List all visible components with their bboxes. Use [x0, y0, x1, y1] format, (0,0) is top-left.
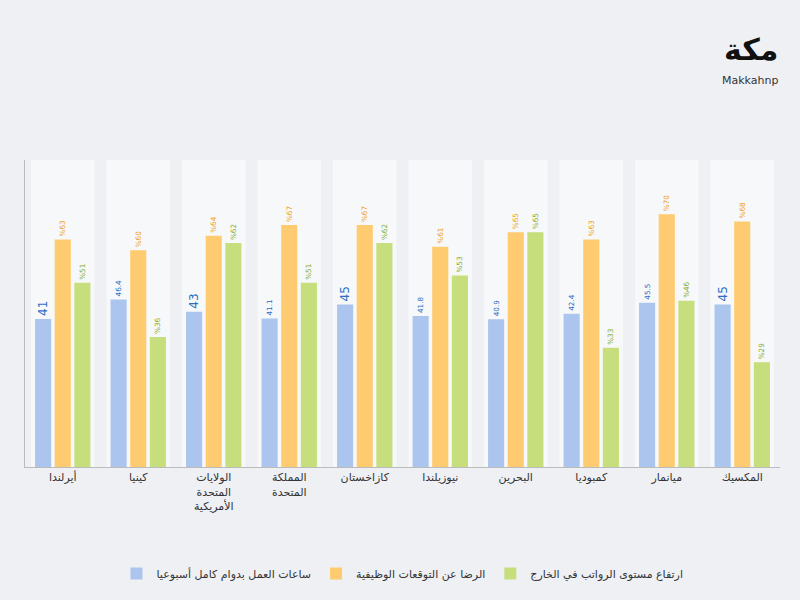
svg-text:%33: %33	[606, 328, 615, 344]
svg-text:نيوزيلندا: نيوزيلندا	[422, 471, 458, 484]
svg-text:الرضا عن التوقعات الوظيفية: الرضا عن التوقعات الوظيفية	[356, 568, 485, 581]
svg-text:%65: %65	[511, 213, 520, 229]
svg-text:البحرين: البحرين	[499, 471, 533, 484]
svg-text:المملكةالمتحدة: المملكةالمتحدة	[272, 471, 307, 498]
svg-text:%53: %53	[455, 256, 464, 272]
svg-text:كازاخستان: كازاخستان	[341, 471, 390, 484]
svg-text:%60: %60	[134, 231, 143, 247]
svg-text:الولاياتالمتحدةالأمريكية: الولاياتالمتحدةالأمريكية	[194, 471, 234, 513]
svg-text:المكسيك: المكسيك	[722, 471, 763, 484]
svg-text:%62: %62	[229, 224, 238, 240]
svg-text:%67: %67	[360, 206, 369, 222]
svg-text:%46: %46	[682, 281, 691, 297]
svg-text:45: 45	[716, 286, 730, 301]
svg-text:ارتفاع مستوى الرواتب في الخارج: ارتفاع مستوى الرواتب في الخارج	[530, 568, 683, 581]
svg-text:45.5: 45.5	[643, 284, 652, 300]
svg-text:أيرلندا: أيرلندا	[49, 470, 77, 484]
svg-text:%70: %70	[662, 195, 671, 211]
svg-text:%61: %61	[436, 228, 445, 244]
svg-text:%63: %63	[58, 220, 67, 236]
svg-text:41.1: 41.1	[265, 299, 274, 315]
svg-text:41.8: 41.8	[416, 297, 425, 313]
svg-text:%65: %65	[531, 213, 540, 229]
svg-text:46.4: 46.4	[114, 280, 123, 296]
svg-text:%62: %62	[380, 224, 389, 240]
svg-text:كمبوديا: كمبوديا	[575, 471, 608, 484]
svg-text:42.4: 42.4	[567, 294, 576, 310]
svg-text:41: 41	[36, 301, 50, 316]
svg-text:ميانمار: ميانمار	[650, 471, 682, 484]
svg-text:%63: %63	[587, 220, 596, 236]
svg-text:%51: %51	[78, 264, 87, 280]
svg-text:ساعات العمل بدوام كامل أسبوعيا: ساعات العمل بدوام كامل أسبوعيا	[157, 567, 312, 581]
svg-text:%67: %67	[285, 206, 294, 222]
svg-text:كينيا: كينيا	[129, 471, 148, 484]
svg-text:%64: %64	[209, 216, 218, 232]
svg-text:مكة: مكة	[724, 32, 778, 67]
svg-text:%68: %68	[738, 202, 747, 218]
svg-text:45: 45	[338, 286, 352, 301]
svg-text:%29: %29	[757, 343, 766, 359]
svg-text:%36: %36	[153, 318, 162, 334]
svg-text:40.9: 40.9	[492, 300, 501, 316]
svg-text:Makkahnp: Makkahnp	[722, 74, 778, 87]
svg-text:43: 43	[187, 293, 201, 308]
svg-text:%51: %51	[304, 264, 313, 280]
